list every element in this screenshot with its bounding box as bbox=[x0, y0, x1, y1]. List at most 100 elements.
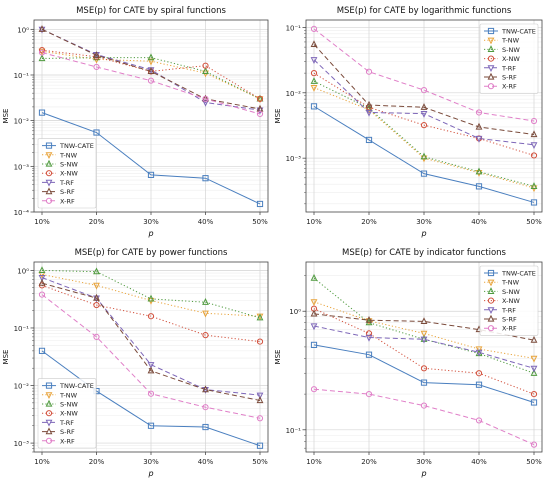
data-point bbox=[420, 86, 428, 94]
legend-label: S-RF bbox=[60, 188, 75, 196]
y-tick-label: 10⁰ bbox=[17, 267, 29, 275]
data-point bbox=[38, 25, 46, 32]
data-point bbox=[310, 70, 318, 77]
data-point bbox=[310, 25, 318, 33]
legend-marker bbox=[45, 152, 53, 160]
x-tick-label: 10% bbox=[34, 218, 50, 226]
legend-marker bbox=[487, 65, 495, 73]
data-point bbox=[310, 85, 318, 92]
y-axis-label: MSE bbox=[2, 109, 10, 124]
x-tick-label: 50% bbox=[526, 458, 542, 466]
legend-label: X-RF bbox=[502, 325, 517, 333]
legend-label: S-RF bbox=[502, 316, 517, 324]
data-point bbox=[310, 386, 318, 393]
data-point bbox=[420, 103, 428, 110]
data-point bbox=[420, 379, 428, 386]
data-point bbox=[530, 335, 538, 343]
legend-label: T-NW bbox=[501, 279, 520, 287]
series-line bbox=[313, 59, 535, 146]
data-point bbox=[147, 67, 155, 74]
series-line bbox=[313, 388, 535, 446]
legend-label: TNW-CATE bbox=[501, 28, 536, 36]
x-tick-label: 40% bbox=[471, 218, 487, 226]
series-t-rf bbox=[310, 57, 538, 150]
data-point bbox=[530, 441, 538, 448]
legend-marker bbox=[45, 427, 53, 435]
data-point bbox=[202, 62, 209, 69]
legend-marker bbox=[487, 37, 495, 45]
legend-marker bbox=[487, 83, 495, 90]
legend-label: T-NW bbox=[59, 151, 78, 159]
legend-label: S-NW bbox=[502, 288, 520, 296]
legend-box bbox=[479, 23, 539, 94]
x-tick-label: 10% bbox=[306, 458, 322, 466]
legend-marker bbox=[45, 179, 53, 187]
data-point bbox=[420, 111, 428, 118]
series-x-rf bbox=[38, 291, 264, 422]
data-point bbox=[93, 293, 100, 301]
plot-frame bbox=[305, 19, 543, 213]
data-point bbox=[38, 54, 46, 62]
x-tick-label: 40% bbox=[198, 458, 214, 466]
data-point bbox=[147, 77, 155, 84]
data-point bbox=[475, 109, 483, 116]
data-point bbox=[530, 399, 538, 406]
legend-marker bbox=[487, 45, 495, 52]
data-point bbox=[475, 183, 483, 190]
data-point bbox=[365, 330, 373, 337]
data-point bbox=[147, 58, 155, 66]
series-x-rf bbox=[310, 386, 538, 448]
legend-box bbox=[37, 378, 97, 449]
legend-marker bbox=[45, 419, 53, 427]
data-point bbox=[310, 273, 318, 281]
data-point bbox=[38, 109, 46, 116]
chart-panel-1: 10⁻⁴ 10⁻³ 10⁻² 10⁻¹ 10⁰ 10% 20% 30% 40% 50% MSE(p)… bbox=[2, 6, 269, 238]
legend-marker bbox=[487, 314, 495, 322]
legend-label: T-RF bbox=[59, 179, 74, 187]
data-point bbox=[420, 170, 428, 177]
legend-label: T-RF bbox=[59, 419, 74, 427]
data-point bbox=[475, 167, 483, 175]
data-point bbox=[310, 323, 318, 331]
legend-label: X-RF bbox=[502, 83, 517, 91]
series-line bbox=[41, 350, 261, 447]
data-point bbox=[475, 349, 483, 357]
data-point bbox=[202, 385, 209, 393]
series-line bbox=[41, 28, 261, 110]
legend-label: S-NW bbox=[60, 161, 78, 169]
data-point bbox=[365, 109, 373, 117]
plot-frame bbox=[33, 19, 269, 213]
data-point bbox=[202, 67, 209, 74]
series-x-rf bbox=[310, 25, 538, 125]
chart-panel-2: 10⁻³ 10⁻² 10⁻¹ 10% 20% 30% 40% 50% MSE(p) for CA… bbox=[274, 6, 543, 238]
data-point bbox=[256, 392, 264, 400]
series-line bbox=[41, 277, 261, 396]
series-line bbox=[41, 294, 261, 419]
data-point bbox=[256, 110, 264, 118]
series-line bbox=[41, 57, 261, 100]
series-tnw-cate bbox=[310, 103, 538, 206]
series-line bbox=[41, 52, 261, 115]
x-axis-label: p bbox=[420, 229, 426, 238]
data-point bbox=[256, 415, 264, 422]
series-line bbox=[41, 50, 261, 100]
data-point bbox=[202, 298, 209, 305]
legend-marker bbox=[487, 72, 495, 80]
plot-frame bbox=[33, 261, 269, 453]
data-point bbox=[38, 347, 46, 354]
data-point bbox=[147, 362, 155, 369]
series-tnw-cate bbox=[310, 341, 538, 406]
series-line bbox=[41, 112, 261, 205]
series-s-rf bbox=[38, 278, 264, 404]
y-tick-label: 10⁻² bbox=[286, 90, 302, 98]
y-tick-label: 10⁻² bbox=[14, 118, 30, 126]
legend-box bbox=[37, 138, 97, 209]
data-point bbox=[38, 275, 46, 282]
data-point bbox=[420, 122, 428, 129]
series-x-nw bbox=[310, 70, 538, 159]
data-point bbox=[147, 366, 155, 374]
data-point bbox=[93, 63, 100, 71]
series-line bbox=[41, 49, 261, 100]
